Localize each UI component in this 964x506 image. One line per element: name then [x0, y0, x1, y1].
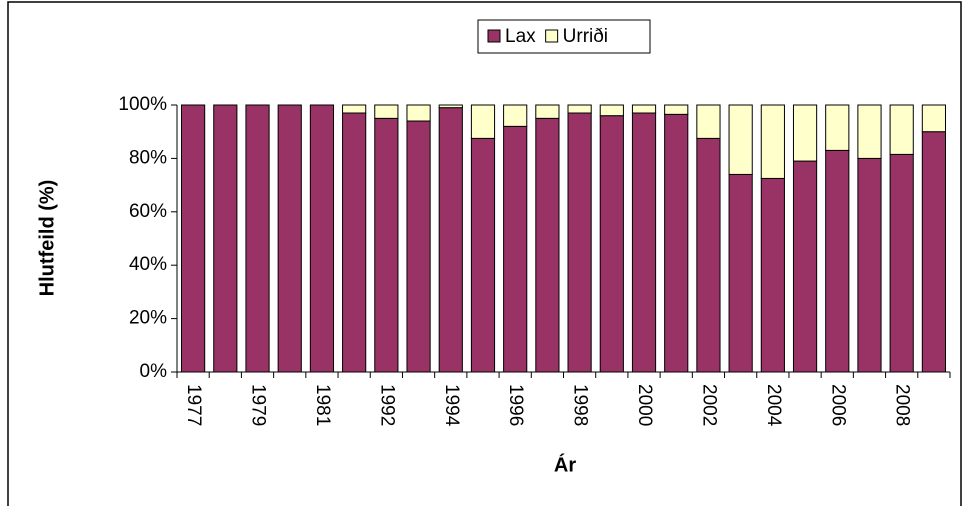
x-tick-label: 1977 — [183, 384, 204, 426]
bar-segment — [342, 104, 367, 114]
bar-segment — [921, 131, 946, 373]
bar-segment — [599, 104, 624, 117]
bar-segment — [374, 104, 399, 119]
bar-segment — [503, 125, 528, 373]
x-tick-label: 1992 — [376, 384, 397, 426]
bar-segment — [631, 104, 657, 114]
bar-segment — [342, 112, 367, 373]
bar-segment — [309, 104, 335, 373]
bar-segment — [825, 149, 850, 373]
chart-border — [7, 1, 962, 506]
x-tick-label: 1981 — [312, 384, 333, 426]
x-tick-label: 2006 — [827, 384, 848, 426]
y-axis-label: Hlutfeild (%) — [36, 180, 58, 297]
bar-segment — [921, 104, 946, 133]
bar-segment — [567, 104, 592, 114]
x-tick-label: 2000 — [634, 384, 655, 426]
y-tick-label: 20% — [129, 308, 167, 329]
bar-segment — [857, 104, 882, 159]
legend-box — [477, 19, 651, 54]
y-tick-label: 40% — [129, 254, 167, 275]
bar-segment — [889, 104, 914, 155]
legend-swatch — [487, 29, 501, 43]
y-tick-label: 0% — [140, 361, 168, 382]
bar-segment — [792, 160, 818, 373]
bar-segment — [728, 104, 753, 175]
x-tick-label: 2008 — [892, 384, 913, 426]
bar-segment — [889, 153, 914, 373]
bar-segment — [535, 104, 560, 119]
bar-segment — [470, 137, 496, 373]
y-tick-label: 80% — [129, 147, 167, 168]
bar-segment — [245, 104, 270, 373]
x-tick-label: 1994 — [441, 384, 462, 427]
bar-segment — [277, 104, 302, 373]
bar-segment — [438, 107, 463, 373]
legend-label: Urriði — [563, 26, 608, 47]
bar-segment — [438, 104, 463, 109]
bar-segment — [406, 104, 431, 122]
bar-segment — [760, 177, 785, 373]
bar-segment — [503, 104, 528, 127]
bar-segment — [406, 120, 431, 373]
x-axis-label: Ár — [554, 453, 576, 476]
bar-segment — [728, 173, 753, 373]
bar-segment — [181, 104, 206, 373]
bar-segment — [664, 113, 689, 373]
bar-segment — [374, 117, 399, 373]
bar-segment — [535, 117, 560, 373]
bar-segment — [825, 104, 850, 151]
bar-segment — [664, 104, 689, 115]
bar-segment — [760, 104, 785, 179]
x-tick-label: 1979 — [248, 384, 269, 426]
bar-segment — [213, 104, 238, 373]
x-tick-label: 2002 — [698, 384, 719, 426]
x-tick-label: 1998 — [570, 384, 591, 426]
y-tick-label: 60% — [129, 201, 167, 222]
bar-segment — [696, 104, 721, 139]
bar-segment — [470, 104, 496, 139]
bar-segment — [696, 137, 721, 373]
bar-segment — [567, 112, 592, 373]
bar-segment — [631, 112, 657, 373]
legend-swatch — [545, 29, 559, 43]
x-tick-label: 1996 — [505, 384, 526, 426]
bar-segment — [599, 115, 624, 373]
legend-label: Lax — [505, 26, 536, 47]
bar-segment — [857, 157, 882, 373]
y-tick-label: 100% — [118, 94, 167, 115]
bar-segment — [792, 104, 818, 162]
x-tick-label: 2004 — [763, 384, 784, 427]
